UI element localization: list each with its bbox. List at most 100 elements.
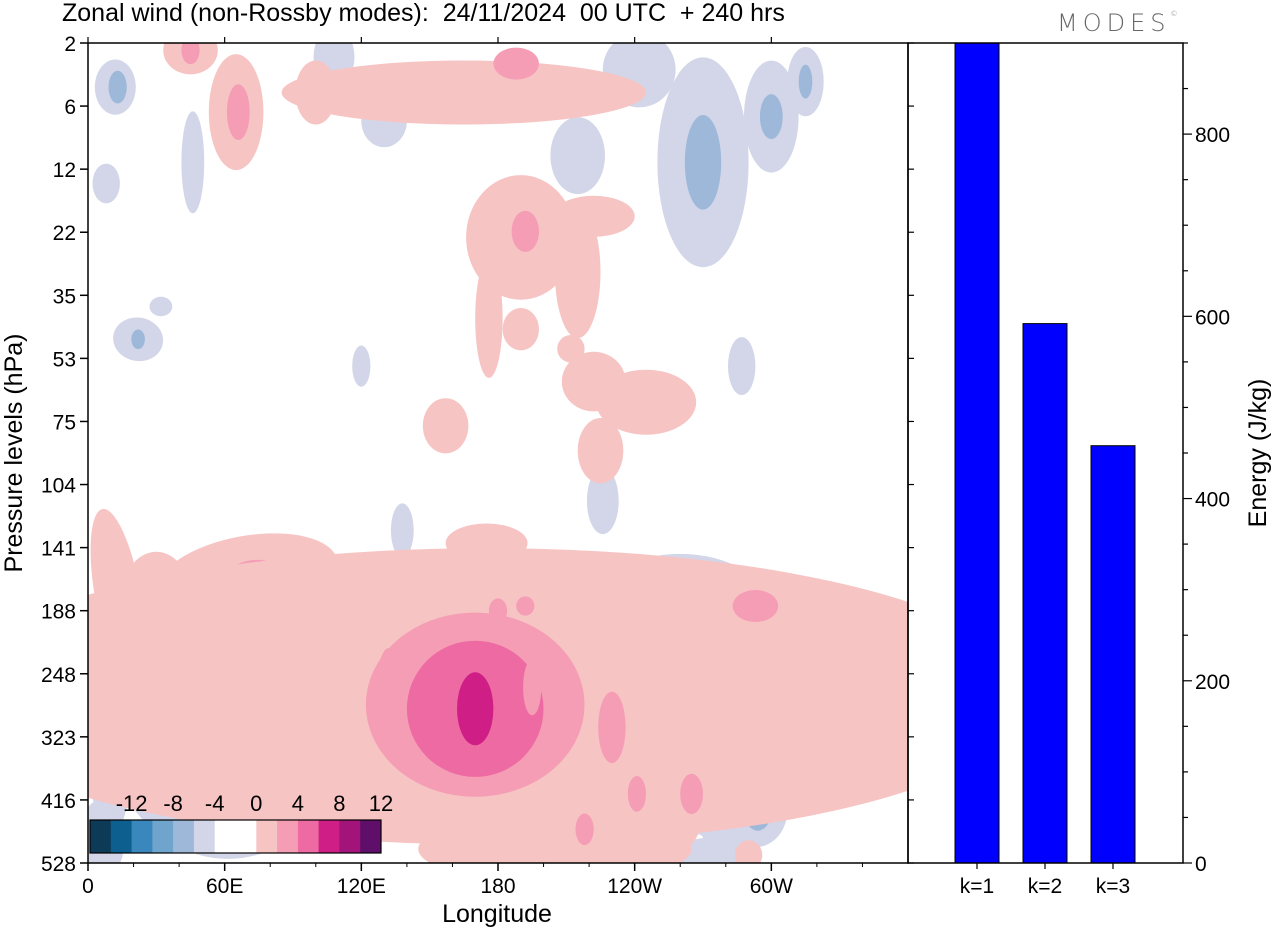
contour-region-pos-79	[630, 577, 831, 644]
colorbar-swatch	[193, 820, 216, 853]
contour-region-pos-67	[577, 418, 624, 484]
colorbar-swatch	[152, 820, 174, 853]
colorbar-swatch	[277, 820, 299, 853]
contour-region-pos-60	[552, 195, 635, 237]
y-tick-label: 188	[41, 601, 76, 624]
colorbar-swatch	[297, 820, 320, 853]
colorbar-swatch	[131, 820, 153, 853]
colorbar-border	[89, 819, 382, 854]
x-tick-label: 60E	[206, 875, 243, 898]
contour-region-pos-92	[680, 773, 703, 815]
colorbar-label: -4	[205, 791, 225, 816]
colorbar-swatch	[318, 820, 340, 853]
contour-region-pos-84	[488, 598, 508, 624]
colorbar-label: 12	[369, 791, 393, 816]
colorbar-swatch	[90, 820, 112, 853]
contour-region-neg-18	[728, 337, 756, 396]
contour-region-neg-11	[684, 115, 722, 210]
bar-y-tick-label: 400	[1195, 489, 1230, 512]
y-tick-label: 35	[53, 285, 76, 308]
contour-region-pos-85	[516, 596, 535, 616]
y-tick-label: 104	[41, 475, 76, 498]
y-tick-label: 22	[53, 222, 76, 245]
logo-text: MODES	[1057, 9, 1171, 37]
contour-region-pos-87	[598, 691, 626, 764]
contour-region-neg-17	[586, 467, 619, 535]
colorbar-swatch	[173, 820, 195, 853]
x-tick-label: 120W	[607, 875, 662, 898]
contour-region-pos-58	[511, 210, 539, 252]
contour-region-neg-6	[181, 111, 205, 214]
contour-region-neg-16	[550, 117, 605, 195]
heatmap-xlabel: Longitude	[442, 900, 552, 928]
bar-y-tick-label: 0	[1195, 853, 1207, 876]
bar-chart	[954, 42, 1136, 864]
contour-region-pos-90	[582, 780, 701, 863]
y-tick-label: 416	[41, 790, 76, 813]
contour-region-pos-83	[457, 672, 494, 746]
heatmap-field	[88, 43, 908, 863]
contour-region-pos-80	[732, 590, 779, 622]
y-tick-label: 2	[64, 33, 76, 56]
y-tick-label: 323	[41, 727, 76, 750]
contour-region-pos-94	[734, 840, 763, 863]
contour-region-pos-88	[523, 659, 542, 716]
x-tick-label: 120E	[337, 875, 386, 898]
contour-region-pos-86	[375, 648, 403, 754]
bar-category-label: k=2	[1028, 875, 1062, 898]
contour-region-pos-66	[502, 308, 539, 351]
bar-k=3	[1090, 445, 1136, 864]
colorbar: -12 -8 -4 0 4 8 12	[89, 791, 393, 854]
contour-region-neg-19	[352, 345, 371, 387]
bar-y-tick-label: 800	[1195, 124, 1230, 147]
contour-region-neg-20	[390, 503, 414, 558]
contour-region-neg-15	[798, 64, 813, 99]
bar-y-tick-label: 200	[1195, 671, 1230, 694]
heatmap-axes: 0 60E 120E 180 120W 60W 2 6 12 22 35 53 75 104 141 188 2…	[41, 33, 914, 898]
contour-region-pos-59	[554, 206, 601, 339]
contour-region-neg-1	[131, 329, 145, 350]
contour-region-neg-5	[108, 70, 127, 104]
contour-region-neg-2	[92, 163, 120, 204]
bar-axes: k=1 k=2 k=3 0 200 400 600 800	[960, 42, 1230, 898]
contour-region-neg-32	[673, 837, 756, 863]
contour-region-pos-56	[493, 47, 539, 80]
contour-region-pos-93	[575, 813, 594, 846]
colorbar-swatch	[360, 820, 382, 853]
colorbar-label: -8	[163, 791, 183, 816]
bar-y-tick-label: 600	[1195, 306, 1230, 329]
bar-category-label: k=3	[1096, 875, 1130, 898]
modes-logo: MODES©	[1057, 9, 1177, 37]
contour-region-pos-63	[596, 369, 697, 435]
x-tick-label: 60W	[750, 875, 793, 898]
colorbar-label: 4	[292, 791, 304, 816]
y-tick-label: 528	[41, 853, 76, 876]
colorbar-swatch	[339, 820, 361, 853]
contour-region-pos-61	[475, 258, 503, 378]
y-tick-label: 12	[53, 159, 76, 182]
colorbar-swatch	[214, 820, 236, 853]
x-tick-label: 180	[480, 875, 515, 898]
logo-mark: ©	[1170, 10, 1178, 18]
y-tick-label: 141	[41, 538, 76, 561]
chart-title: Zonal wind (non-Rossby modes): 24/11/202…	[62, 0, 785, 27]
colorbar-label: 8	[333, 791, 345, 816]
contour-region-pos-52	[226, 84, 250, 140]
bar-category-label: k=1	[960, 875, 994, 898]
y-tick-label: 53	[53, 348, 76, 371]
y-tick-label: 248	[41, 664, 76, 687]
heatmap-ylabel: Pressure levels (hPa)	[0, 334, 28, 573]
contour-region-pos-50	[181, 43, 200, 65]
y-tick-label: 75	[53, 411, 76, 434]
contour-region-pos-65	[422, 398, 469, 454]
contour-region-pos-55	[281, 60, 646, 125]
colorbar-swatch	[235, 820, 257, 853]
contour-region-pos-91	[627, 776, 647, 812]
x-tick-label: 0	[82, 875, 94, 898]
bar-k=2	[1022, 323, 1068, 864]
colorbar-label: -12	[116, 791, 148, 816]
colorbar-swatch	[110, 820, 133, 853]
contour-region-pos-64	[557, 335, 585, 363]
contour-region-neg-3	[149, 296, 173, 317]
